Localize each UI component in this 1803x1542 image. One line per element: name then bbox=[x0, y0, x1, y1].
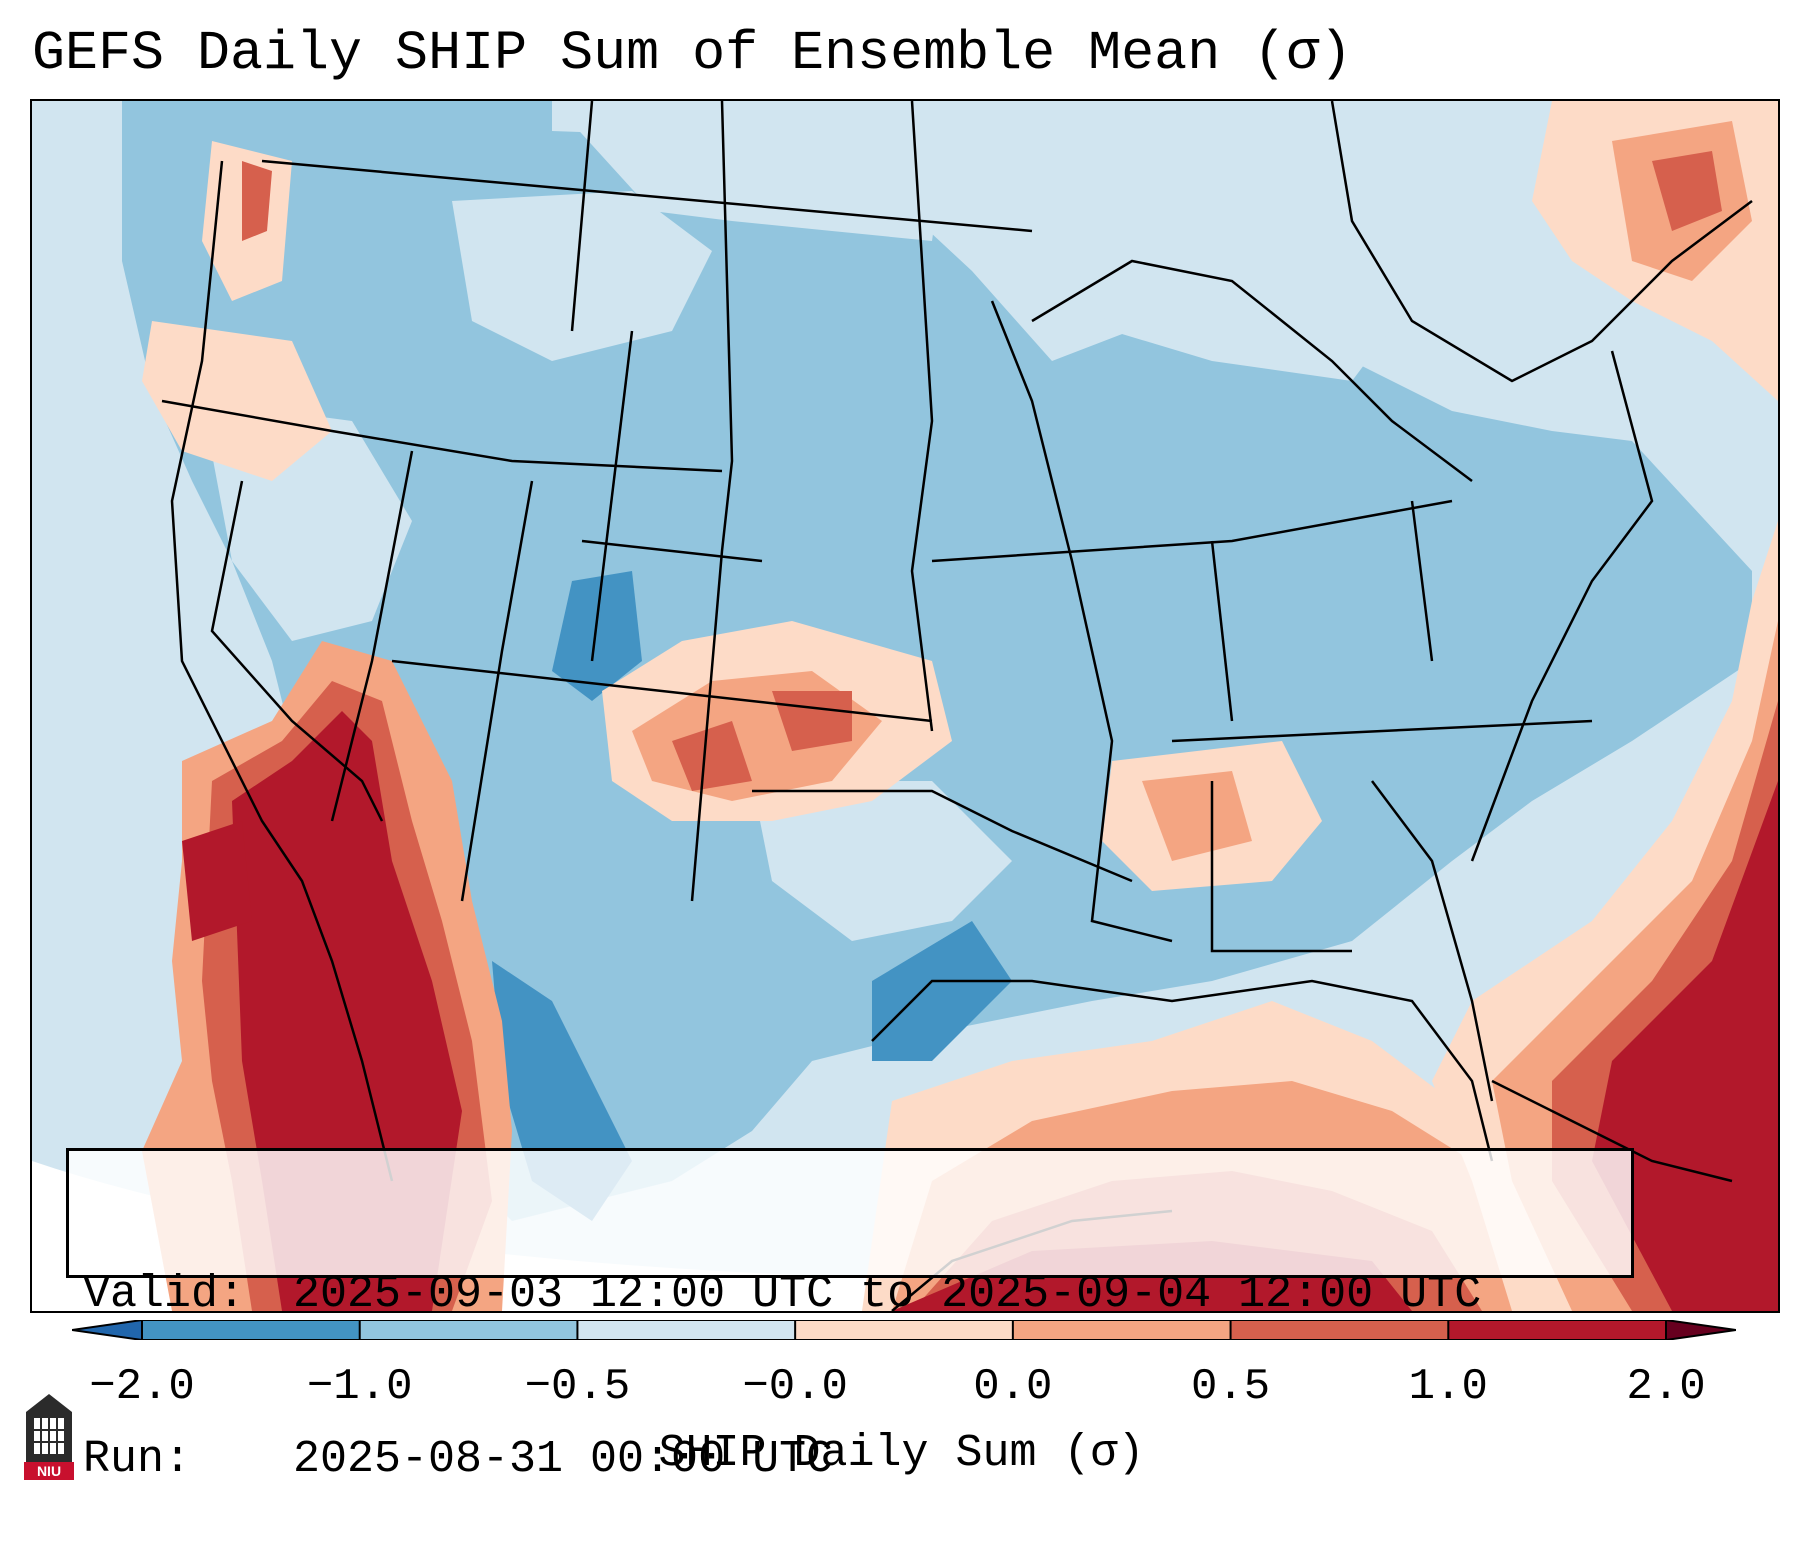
colorbar-segment bbox=[795, 1320, 1014, 1340]
border-georgia-coast bbox=[1371, 780, 1494, 1102]
border-wyoming-utah bbox=[590, 330, 634, 662]
border-idaho-montana bbox=[570, 101, 594, 332]
logo-banner bbox=[24, 1462, 74, 1480]
valid-value: 2025-09-03 12:00 UTC to 2025-09-04 12:00… bbox=[293, 1269, 1482, 1320]
border-alabama bbox=[1210, 781, 1352, 953]
patch-oregon-light-red bbox=[142, 321, 332, 481]
valid-label: Valid: bbox=[83, 1269, 246, 1320]
colorbar-label: SHIP Daily Sum (σ) bbox=[658, 1428, 1145, 1479]
valid-line: Valid: 2025-09-03 12:00 UTC to 2025-09-04… bbox=[83, 1267, 1631, 1322]
colorbar-segment bbox=[1448, 1320, 1667, 1340]
colorbar-segment bbox=[1230, 1320, 1449, 1340]
colorbar-segment bbox=[1012, 1320, 1232, 1340]
colorbar-segment bbox=[359, 1320, 578, 1340]
border-mississippi bbox=[990, 300, 1173, 943]
colorbar-tick-label: −2.0 bbox=[89, 1362, 195, 1412]
border-ok-tx bbox=[752, 789, 1133, 883]
patch-plains-red-west bbox=[672, 721, 752, 791]
colorbar-tick-label: 0.0 bbox=[973, 1362, 1053, 1412]
colorbar-tick-label: −0.5 bbox=[524, 1362, 631, 1412]
political-borders bbox=[161, 101, 1753, 1311]
map-title: GEFS Daily SHIP Sum of Ensemble Mean (σ) bbox=[32, 22, 1353, 85]
patch-dark-blue-colorado bbox=[552, 571, 642, 701]
colorbar-segments bbox=[72, 1320, 1736, 1340]
colorbar-tick-label: 2.0 bbox=[1626, 1362, 1706, 1412]
patch-dark-blue-texas bbox=[872, 921, 1012, 1061]
run-line: Run: 2025-08-31 00:00 UTC bbox=[83, 1432, 1631, 1487]
patch-light-blue-3 bbox=[552, 101, 952, 241]
colorbar-tick-label: 1.0 bbox=[1408, 1362, 1488, 1412]
ship-anomaly-map bbox=[32, 101, 1778, 1311]
colorbar-tick-label: 0.5 bbox=[1190, 1362, 1271, 1412]
border-quebec bbox=[1330, 101, 1753, 383]
colorbar-ticks bbox=[141, 1320, 1667, 1340]
coast-pacific bbox=[170, 160, 394, 1182]
patch-light-blue-5 bbox=[752, 781, 1012, 941]
patch-pnw-red bbox=[242, 161, 272, 241]
coast-east bbox=[1470, 350, 1654, 862]
colorbar-tick-label: −1.0 bbox=[306, 1362, 413, 1412]
border-four-corners bbox=[391, 659, 933, 723]
region-southeast-mid bbox=[1142, 771, 1252, 861]
colorbar bbox=[72, 1320, 1736, 1340]
run-label: Run: bbox=[83, 1434, 192, 1485]
patch-light-blue-1 bbox=[452, 191, 712, 361]
colorbar-tick-label: −0.0 bbox=[742, 1362, 848, 1412]
valid-run-info-box: Valid: 2025-09-03 12:00 UTC to 2025-09-04… bbox=[66, 1148, 1634, 1485]
coast-bahamas bbox=[1491, 1079, 1733, 1183]
coast-great-lakes bbox=[1031, 259, 1473, 482]
border-utah-nevada bbox=[330, 450, 414, 822]
border-plains-east bbox=[910, 101, 934, 732]
colorbar-segment bbox=[142, 1320, 361, 1340]
colorbar-segment bbox=[577, 1320, 796, 1340]
border-us-canada-west bbox=[261, 159, 1033, 233]
border-midwest bbox=[931, 499, 1453, 563]
border-arizona-newmexico bbox=[460, 480, 534, 902]
border-colorado-north bbox=[581, 539, 763, 563]
colorbar-extend-min bbox=[72, 1320, 143, 1340]
border-nm-texas bbox=[690, 101, 734, 902]
border-pa-ohio bbox=[1410, 500, 1434, 662]
border-northern-tier bbox=[161, 399, 723, 473]
region-maritimes-strong bbox=[1652, 151, 1722, 231]
map-panel bbox=[30, 99, 1780, 1313]
coast-gulf bbox=[871, 979, 1494, 1162]
border-nevada-west bbox=[210, 480, 384, 822]
logo-text: NIU bbox=[37, 1463, 61, 1479]
patch-light-blue-4 bbox=[1072, 241, 1412, 381]
border-indiana-ohio bbox=[1210, 540, 1234, 722]
region-below-normal bbox=[122, 101, 1752, 1221]
region-atlantic-max bbox=[1592, 781, 1778, 1311]
logo-window-grid bbox=[34, 1418, 64, 1454]
patch-socal-coast bbox=[182, 821, 252, 941]
run-value: 2025-08-31 00:00 UTC bbox=[293, 1434, 834, 1485]
university-tower-logo: NIU bbox=[24, 1394, 74, 1480]
colorbar-extend-max bbox=[1665, 1320, 1736, 1340]
